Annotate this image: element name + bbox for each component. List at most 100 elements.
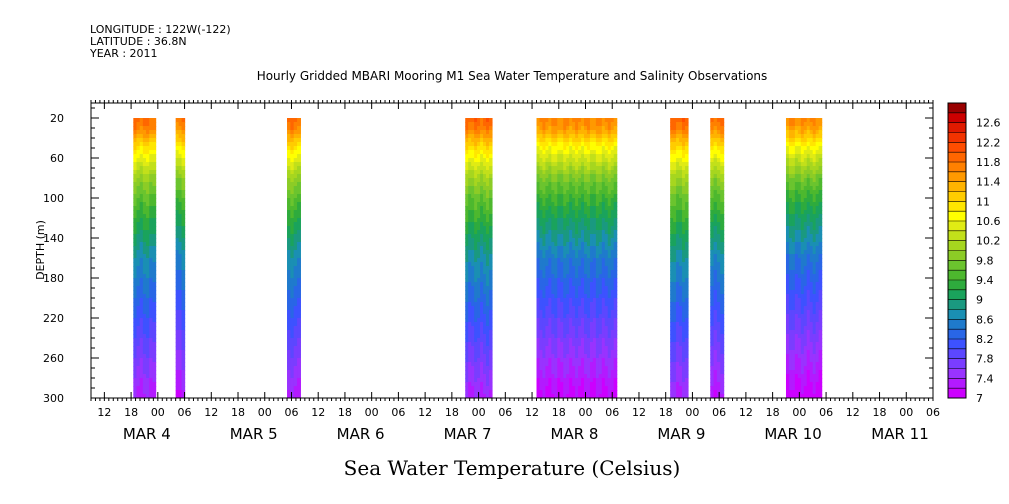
data-cell <box>610 122 615 127</box>
data-cell <box>791 290 796 295</box>
data-cell <box>716 166 721 171</box>
data-cell <box>560 234 564 239</box>
data-cell <box>613 218 618 223</box>
data-cell <box>720 214 725 219</box>
data-cell <box>486 218 490 223</box>
data-cell <box>545 210 549 215</box>
data-cell <box>488 350 493 355</box>
data-cell <box>607 142 612 147</box>
data-cell <box>794 286 799 291</box>
data-cell <box>471 286 475 291</box>
data-cell <box>584 214 588 219</box>
data-cell <box>566 318 570 323</box>
data-cell <box>592 218 597 223</box>
data-cell <box>589 254 594 259</box>
data-cell <box>604 386 609 391</box>
data-cell <box>595 210 600 215</box>
data-cell <box>800 290 805 295</box>
data-cell <box>563 294 567 299</box>
data-cell <box>803 350 808 355</box>
data-cell <box>595 190 600 195</box>
data-cell <box>720 258 725 263</box>
data-cell <box>676 166 680 171</box>
data-cell <box>788 190 793 195</box>
data-cell <box>806 198 811 203</box>
data-cell <box>613 370 618 375</box>
data-cell <box>598 146 603 151</box>
data-cell <box>797 178 802 183</box>
data-cell <box>136 158 141 163</box>
data-cell <box>598 278 603 283</box>
data-cell <box>474 134 478 139</box>
data-cell <box>788 350 793 355</box>
data-cell <box>713 130 718 135</box>
data-cell <box>578 206 582 211</box>
data-cell <box>133 174 138 179</box>
data-cell <box>465 394 469 398</box>
data-cell <box>569 206 573 211</box>
data-cell <box>566 294 570 299</box>
data-cell <box>713 390 718 395</box>
data-cell <box>548 242 552 247</box>
data-cell <box>551 170 555 175</box>
data-cell <box>670 174 674 179</box>
data-cell <box>815 326 820 331</box>
data-cell <box>685 158 689 163</box>
data-cell <box>604 246 609 251</box>
data-cell <box>557 198 561 203</box>
data-cell <box>685 270 689 275</box>
data-cell <box>575 134 579 139</box>
data-cell <box>601 214 606 219</box>
data-cell <box>788 214 793 219</box>
data-cell <box>595 130 600 135</box>
data-cell <box>806 194 811 199</box>
data-cell <box>545 162 549 167</box>
data-cell <box>673 374 677 379</box>
data-cell <box>592 278 597 283</box>
data-cell <box>607 350 612 355</box>
data-cell <box>139 346 144 351</box>
data-cell <box>477 178 481 183</box>
data-cell <box>178 338 183 343</box>
data-cell <box>181 338 186 343</box>
data-cell <box>545 342 549 347</box>
data-cell <box>566 122 570 127</box>
data-cell <box>584 338 588 343</box>
data-cell <box>175 266 180 271</box>
data-cell <box>486 234 490 239</box>
data-cell <box>175 118 180 123</box>
data-cell <box>670 210 674 215</box>
data-cell <box>800 118 805 123</box>
data-cell <box>713 214 718 219</box>
data-cell <box>601 378 606 383</box>
data-cell <box>548 382 552 387</box>
data-cell <box>713 170 718 175</box>
data-cell <box>589 202 594 207</box>
data-cell <box>297 254 301 259</box>
data-cell <box>539 258 544 263</box>
data-cell <box>133 346 138 351</box>
data-cell <box>471 306 475 311</box>
data-cell <box>797 302 802 307</box>
data-cell <box>803 266 808 271</box>
data-cell <box>676 122 680 127</box>
data-cell <box>290 338 295 343</box>
data-cell <box>584 282 588 287</box>
data-cell <box>610 178 615 183</box>
data-cell <box>785 298 790 303</box>
data-cell <box>595 282 600 287</box>
data-cell <box>613 130 618 135</box>
data-cell <box>586 214 591 219</box>
data-cell <box>575 386 579 391</box>
data-cell <box>800 170 805 175</box>
data-cell <box>803 226 808 231</box>
data-cell <box>136 274 141 279</box>
data-cell <box>794 370 799 375</box>
data-cell <box>548 274 552 279</box>
data-cell <box>290 326 295 331</box>
data-cell <box>797 282 802 287</box>
data-cell <box>471 166 475 171</box>
data-cell <box>613 210 618 215</box>
data-cell <box>800 186 805 191</box>
data-cell <box>551 394 555 398</box>
